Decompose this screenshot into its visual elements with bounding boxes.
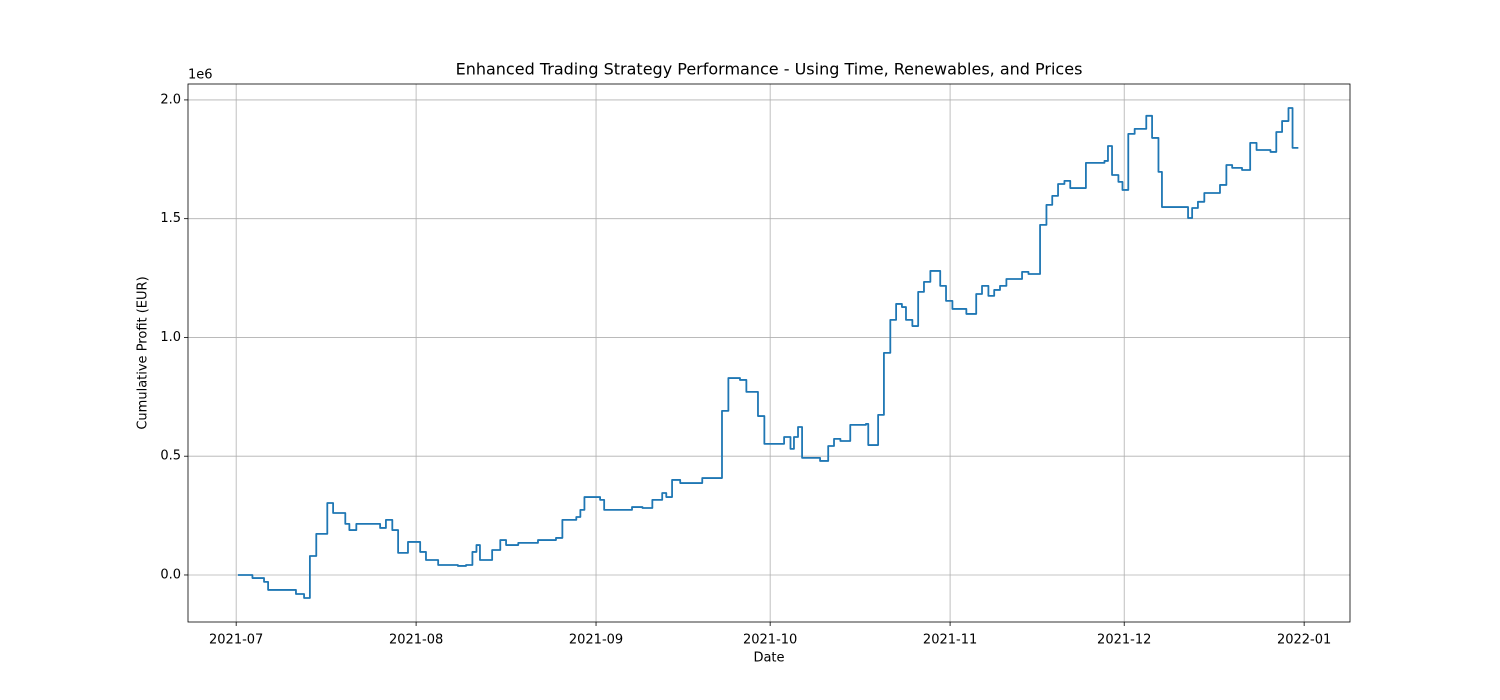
axes-frame bbox=[187, 83, 1351, 623]
x-tick-label: 2021-12 bbox=[1097, 633, 1151, 648]
chart-title: Enhanced Trading Strategy Performance - … bbox=[456, 60, 1083, 79]
y-tick-label: 2.0 bbox=[160, 92, 181, 107]
x-tick-label: 2021-07 bbox=[209, 633, 263, 648]
plot-area: 0.0 0.5 1.0 1.5 2.0 2021-07 2021-08 2021-09 2021… bbox=[160, 84, 1350, 648]
y-axis-label: Cumulative Profit (EUR) bbox=[136, 276, 151, 429]
y-tick-label: 1.5 bbox=[160, 211, 181, 226]
x-axis-label: Date bbox=[753, 651, 784, 666]
y-tick-label: 1.0 bbox=[160, 330, 181, 345]
y-tick-label: 0.0 bbox=[160, 567, 181, 582]
y-offset-label: 1e6 bbox=[188, 68, 213, 83]
x-tick-label: 2021-11 bbox=[923, 633, 977, 648]
x-tick-label: 2021-09 bbox=[569, 633, 623, 648]
data-line bbox=[237, 107, 1299, 599]
x-tick-label: 2022-01 bbox=[1277, 633, 1331, 648]
x-tick-label: 2021-08 bbox=[389, 633, 443, 648]
x-tick-label: 2021-10 bbox=[743, 633, 797, 648]
y-tick-label: 0.5 bbox=[160, 449, 181, 464]
